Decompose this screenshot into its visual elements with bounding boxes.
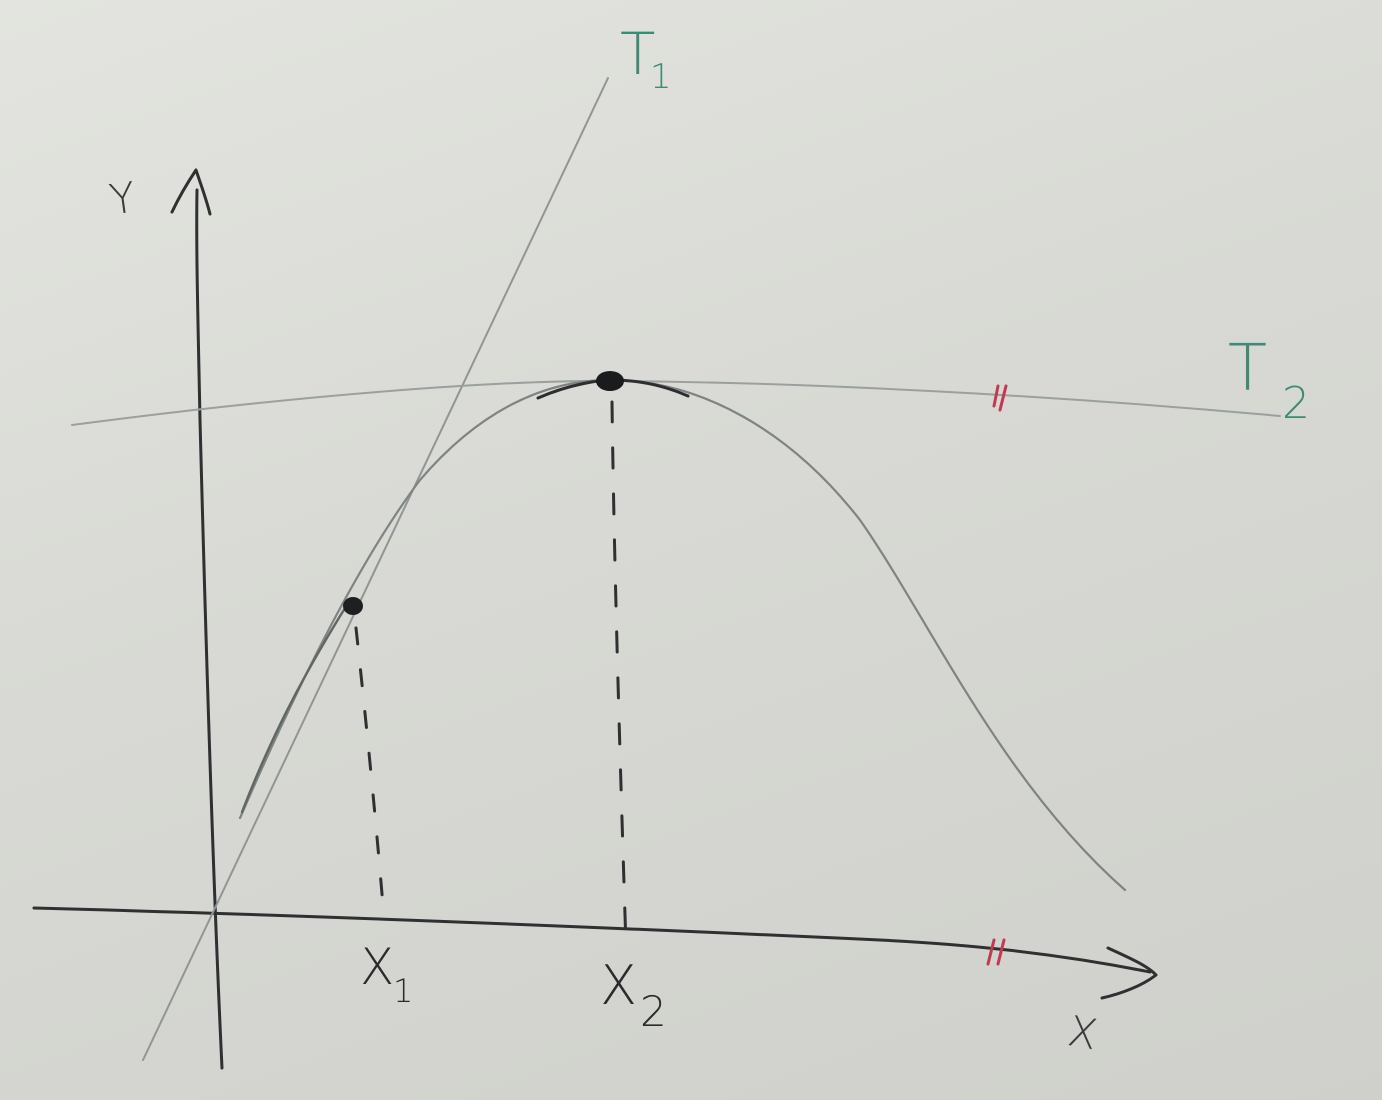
svg-text:2: 2 [1282, 378, 1310, 429]
svg-text:X: X [600, 954, 637, 1017]
label-x1: X 1 [360, 938, 413, 1010]
svg-text:1: 1 [393, 972, 413, 1010]
tangent-line-t1 [142, 77, 609, 1061]
y-axis-label: Y [106, 172, 138, 224]
svg-text:2: 2 [640, 987, 667, 1036]
x-axis-label: X [1064, 1006, 1101, 1059]
function-curve [238, 378, 1127, 892]
x-axis [32, 906, 1152, 974]
dashed-line-x2 [610, 400, 628, 948]
label-t1: T 1 [620, 20, 672, 97]
svg-text:T: T [1228, 332, 1267, 406]
parallel-mark-t2 [992, 384, 1008, 412]
point-x2-maximum [596, 371, 624, 391]
label-x2: X 2 [600, 954, 667, 1036]
y-axis [195, 188, 224, 1070]
x-axis-arrowhead [1100, 946, 1158, 1000]
svg-text:X: X [360, 938, 394, 996]
parallel-mark-x-axis [986, 938, 1006, 966]
curve-stroke-start [240, 598, 352, 814]
svg-text:1: 1 [650, 57, 672, 97]
svg-text:T: T [620, 20, 655, 88]
label-t2: T 2 [1228, 332, 1310, 429]
point-x1 [343, 597, 363, 615]
dashed-line-x1 [354, 626, 386, 920]
tangent-line-t2 [71, 379, 1281, 426]
y-axis-arrowhead [170, 168, 212, 216]
